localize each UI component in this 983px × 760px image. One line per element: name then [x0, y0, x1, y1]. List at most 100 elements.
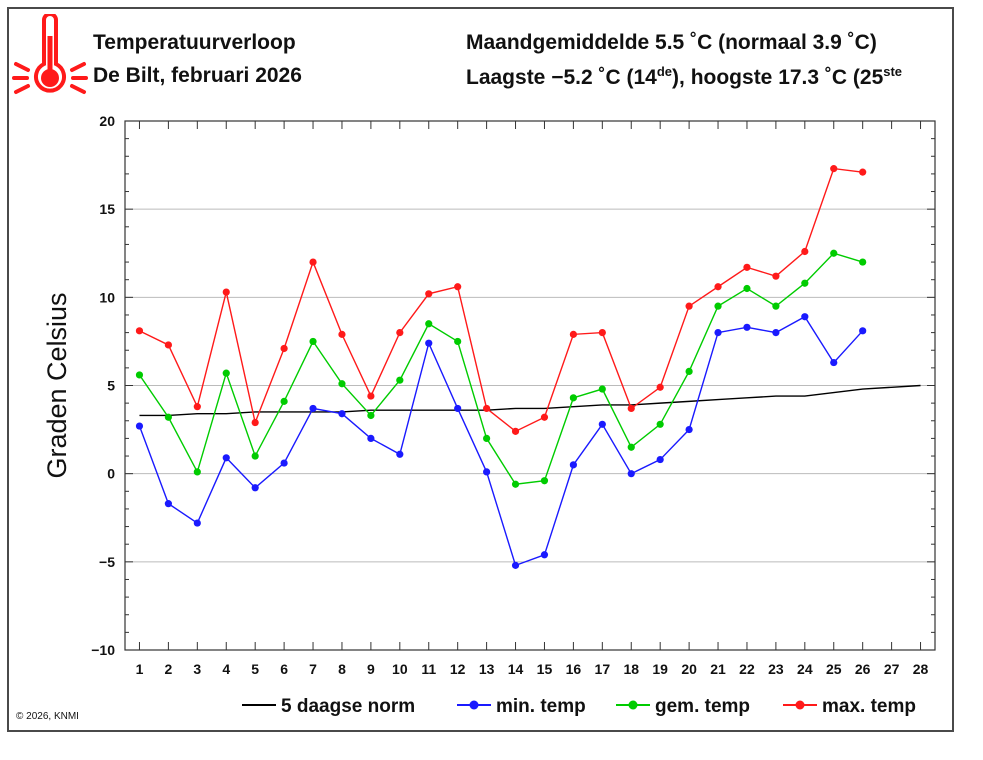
x-tick-label: 4 — [222, 661, 230, 677]
data-point-gem — [222, 369, 230, 377]
data-point-max — [193, 403, 201, 411]
data-point-gem — [743, 284, 751, 293]
data-point-max — [685, 302, 693, 310]
x-tick-label: 20 — [681, 661, 697, 677]
data-point-gem — [859, 258, 867, 266]
data-point-min — [164, 500, 172, 508]
data-point-min — [367, 434, 375, 442]
x-tick-label: 23 — [768, 661, 784, 677]
x-tick-label: 5 — [251, 661, 259, 677]
data-point-max — [656, 383, 664, 391]
legend-marker-gem — [628, 700, 638, 710]
data-point-gem — [338, 380, 346, 388]
data-point-max — [540, 413, 549, 421]
data-point-gem — [280, 397, 288, 405]
data-point-gem — [511, 480, 520, 488]
y-tick-label: −10 — [91, 642, 115, 658]
data-point-gem — [454, 337, 462, 346]
x-tick-label: 15 — [537, 661, 553, 677]
data-point-gem — [483, 434, 491, 442]
x-tick-label: 25 — [826, 661, 842, 677]
chart-location: De Bilt, februari 2026 — [93, 64, 302, 87]
monthly-normal: (normaal 3.9 ˚C) — [718, 31, 877, 54]
data-point-min — [511, 561, 520, 569]
data-point-max — [454, 283, 462, 291]
series-line-max — [139, 167, 863, 433]
series-line-gem — [138, 252, 863, 485]
data-point-gem — [656, 420, 664, 428]
x-tick-label: 8 — [338, 661, 346, 677]
data-point-max — [280, 344, 288, 353]
data-point-min — [309, 404, 317, 413]
legend-label-max: max. temp — [822, 696, 916, 717]
data-point-max — [830, 165, 838, 173]
y-tick-label: 10 — [99, 289, 115, 305]
data-point-max — [483, 404, 491, 413]
x-tick-label: 13 — [479, 661, 495, 677]
y-tick-label: 15 — [99, 201, 115, 217]
x-tick-label: 2 — [164, 661, 172, 677]
data-point-max — [511, 427, 520, 435]
data-point-gem — [164, 413, 172, 421]
data-point-max — [222, 288, 230, 296]
y-tick-label: 0 — [107, 466, 115, 482]
data-point-max — [569, 330, 577, 338]
data-point-min — [801, 313, 809, 321]
series-line-norm — [139, 384, 921, 417]
data-point-max — [367, 392, 375, 400]
series-line-min — [138, 315, 864, 567]
data-point-min — [627, 470, 635, 478]
data-point-min — [685, 425, 693, 434]
data-point-min — [425, 339, 433, 347]
data-point-gem — [309, 337, 317, 346]
data-point-max — [772, 272, 780, 280]
legend-label-norm: 5 daagse norm — [281, 696, 415, 717]
data-point-max — [627, 404, 635, 413]
copyright: © 2026, KNMI — [16, 711, 79, 722]
legend-marker-max — [795, 700, 805, 710]
data-point-gem — [367, 411, 375, 420]
x-tick-label: 12 — [450, 661, 466, 677]
x-tick-label: 11 — [421, 661, 436, 677]
x-tick-label: 27 — [884, 661, 900, 677]
data-point-max — [801, 247, 809, 256]
legend: 5 daagse norm min. temp gem. temp max. temp — [242, 696, 916, 717]
data-point-min — [135, 422, 144, 430]
data-point-min — [656, 455, 664, 464]
x-tick-label: 1 — [136, 661, 144, 677]
legend-marker-min — [469, 700, 479, 710]
data-point-min — [222, 454, 230, 462]
data-point-gem — [685, 367, 693, 375]
x-tick-label: 9 — [367, 661, 375, 677]
monthly-average-value: 5.5 — [655, 31, 685, 54]
data-point-gem — [540, 477, 549, 485]
data-point-min — [772, 329, 780, 337]
data-point-min — [714, 329, 722, 337]
highest-label: , hoogste 17.3 ˚C — [679, 66, 848, 89]
y-tick-label: −5 — [99, 554, 115, 570]
monthly-average-unit: ˚C — [690, 31, 713, 54]
y-tick-label: 20 — [99, 113, 115, 129]
data-point-gem — [627, 443, 635, 451]
x-tick-label: 28 — [913, 661, 929, 677]
chart-frame — [7, 7, 954, 732]
data-point-min — [859, 327, 867, 335]
data-point-max — [598, 329, 606, 337]
data-point-min — [569, 461, 577, 469]
data-point-max — [135, 327, 144, 335]
lowest-day: 14 — [633, 66, 657, 89]
chart-title: Temperatuurverloop — [93, 31, 296, 54]
monthly-average: Maandgemiddelde 5.5 ˚C (normaal 3.9 ˚C) — [466, 31, 877, 55]
data-point-min — [540, 551, 549, 559]
thermometer-icon — [12, 14, 88, 94]
data-point-max — [338, 330, 346, 338]
legend-label-min: min. temp — [496, 696, 586, 717]
highest-day-suffix: ste — [883, 64, 903, 79]
data-point-gem — [135, 371, 144, 379]
data-point-gem — [772, 302, 780, 310]
x-tick-label: 24 — [797, 661, 813, 677]
x-tick-label: 10 — [392, 661, 408, 677]
data-point-gem — [193, 468, 201, 476]
data-point-max — [251, 418, 259, 427]
legend-label-gem: gem. temp — [655, 696, 750, 717]
